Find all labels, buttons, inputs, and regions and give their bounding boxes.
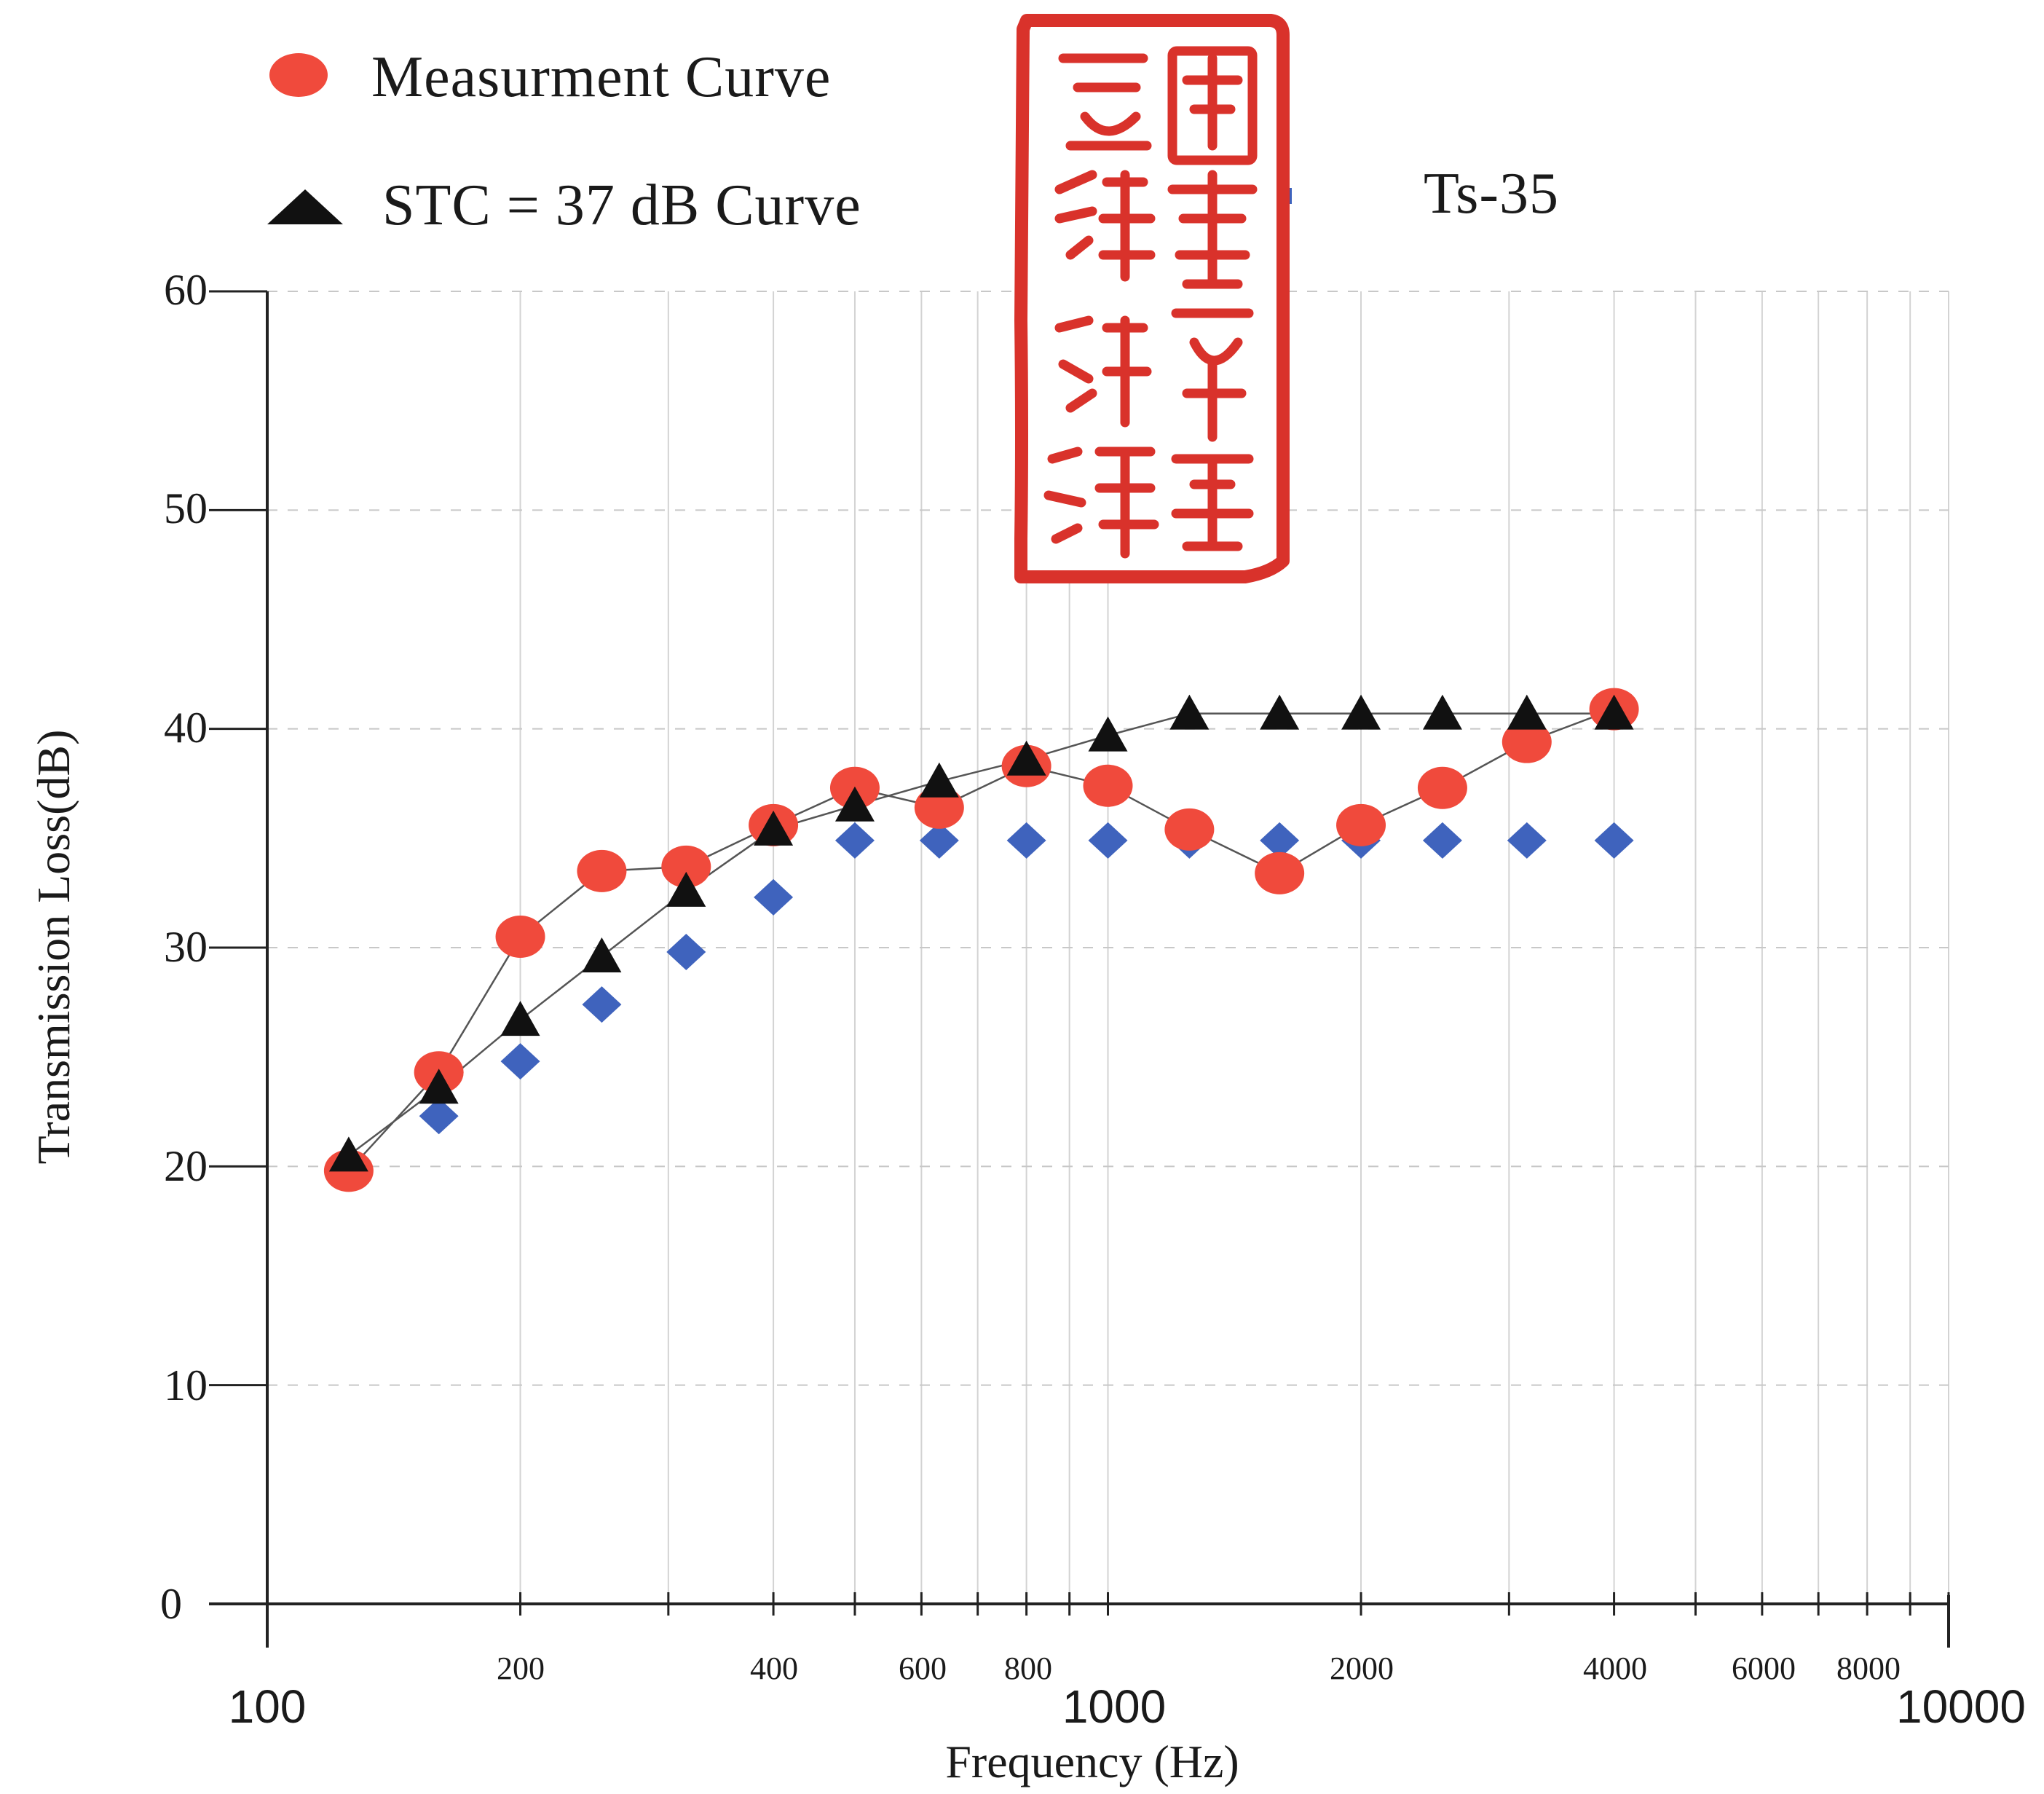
stc-37-db-curve-point-250	[582, 937, 622, 973]
stc-37-db-curve-point-4000	[1594, 694, 1634, 730]
y-axis-label: Transmission Loss(dB)	[28, 730, 79, 1165]
measurment-curve-line	[347, 708, 1615, 1172]
stc-37-db-curve-point-200	[500, 1001, 540, 1036]
stc-37-db-curve-point-2000	[1341, 694, 1381, 730]
stc-37-db-curve-point-1000	[1088, 716, 1128, 752]
x-tick-label-4000: 4000	[1583, 1651, 1647, 1686]
x-tick-label-400: 400	[750, 1651, 798, 1686]
y-tick-label-20: 20	[164, 1142, 208, 1190]
measurment-curve-point-2500	[1417, 766, 1467, 809]
legend-stc-label: STC = 37 dB Curve	[382, 173, 861, 237]
measurment-curve-point-3150	[1502, 720, 1552, 763]
y-tick-label-40: 40	[164, 704, 208, 752]
ts-35-point-250	[582, 986, 622, 1023]
stc-37-db-curve-point-1250	[1169, 694, 1210, 730]
stc-37-db-curve-point-1600	[1260, 694, 1300, 730]
stc-37-db-curve-point-315	[666, 871, 706, 907]
stc-37-db-curve-point-125	[328, 1136, 368, 1172]
x-tick-labels-major: 100 1000 10000	[229, 1680, 2026, 1733]
measurment-curve-point-1000	[1083, 764, 1133, 807]
legend-stc-marker	[267, 189, 343, 224]
y-tick-label-60: 60	[164, 266, 208, 314]
stc-37-db-curve-point-400	[754, 810, 794, 846]
x-tick-label-600: 600	[899, 1651, 947, 1686]
stc-37-db-curve-point-2500	[1422, 694, 1462, 730]
stc-37-db-curve-point-630	[919, 762, 959, 798]
x-tick-labels-minor: 200 400 600 800 2000 4000 6000 8000	[497, 1651, 1901, 1686]
legend-ts35-label: Ts-35	[1424, 162, 1559, 226]
university-seal-stamp	[1014, 14, 1290, 583]
stc-37-db-curve-line	[348, 712, 1614, 1157]
y-tick-labels: 0 10 20 30 40 50 60	[160, 266, 208, 1628]
ts-35-point-400	[754, 878, 794, 916]
ts-35-point-160	[419, 1098, 459, 1135]
ts-35-point-4000	[1594, 822, 1634, 859]
ts-35-point-1600	[1260, 822, 1300, 859]
legend-measurement-marker	[269, 53, 328, 97]
ts-35-point-200	[500, 1043, 540, 1080]
axes	[209, 290, 1950, 1648]
ts-35-point-315	[666, 934, 706, 971]
stc-37-db-curve-point-800	[1006, 740, 1046, 776]
ts-35-point-500	[834, 822, 875, 859]
ts-35-point-1000	[1088, 822, 1128, 859]
x-tick-label-10000: 10000	[1896, 1680, 2026, 1733]
x-tick-label-200: 200	[497, 1651, 545, 1686]
ts-35-point-2500	[1422, 822, 1462, 859]
stc-37-db-curve-point-3150	[1507, 694, 1547, 730]
stc-37-db-curve-point-500	[834, 786, 875, 822]
measurment-curve-point-250	[577, 849, 627, 892]
y-tick-label-0: 0	[160, 1580, 182, 1628]
y-tick-label-50: 50	[164, 484, 208, 532]
y-tick-label-30: 30	[164, 923, 208, 971]
legend: Measurment Curve STC = 37 dB Curve Ts-35	[267, 45, 1559, 237]
ts-35-point-630	[919, 822, 959, 859]
x-tick-label-2000: 2000	[1330, 1651, 1394, 1686]
x-tick-label-800: 800	[1004, 1651, 1052, 1686]
x-tick-label-100: 100	[229, 1680, 307, 1733]
x-tick-label-6000: 6000	[1732, 1651, 1796, 1686]
stc-37-db-curve-point-160	[419, 1069, 459, 1104]
seal-glyphs	[1043, 46, 1258, 559]
measurment-curve-point-200	[495, 915, 545, 958]
y-tick-label-10: 10	[164, 1361, 208, 1409]
ts-35-point-800	[1006, 822, 1046, 859]
x-tick-label-8000: 8000	[1836, 1651, 1901, 1686]
ts-35-point-3150	[1507, 822, 1547, 859]
measurment-curve-point-1250	[1164, 808, 1215, 851]
x-tick-label-1000: 1000	[1062, 1680, 1166, 1733]
series-layer	[323, 688, 1639, 1192]
x-axis-label: Frequency (Hz)	[945, 1736, 1239, 1787]
legend-measurement-label: Measurment Curve	[371, 45, 831, 109]
measurment-curve-point-1600	[1255, 851, 1305, 894]
measurment-curve-point-315	[661, 845, 711, 888]
measurment-curve-point-2000	[1336, 803, 1386, 846]
